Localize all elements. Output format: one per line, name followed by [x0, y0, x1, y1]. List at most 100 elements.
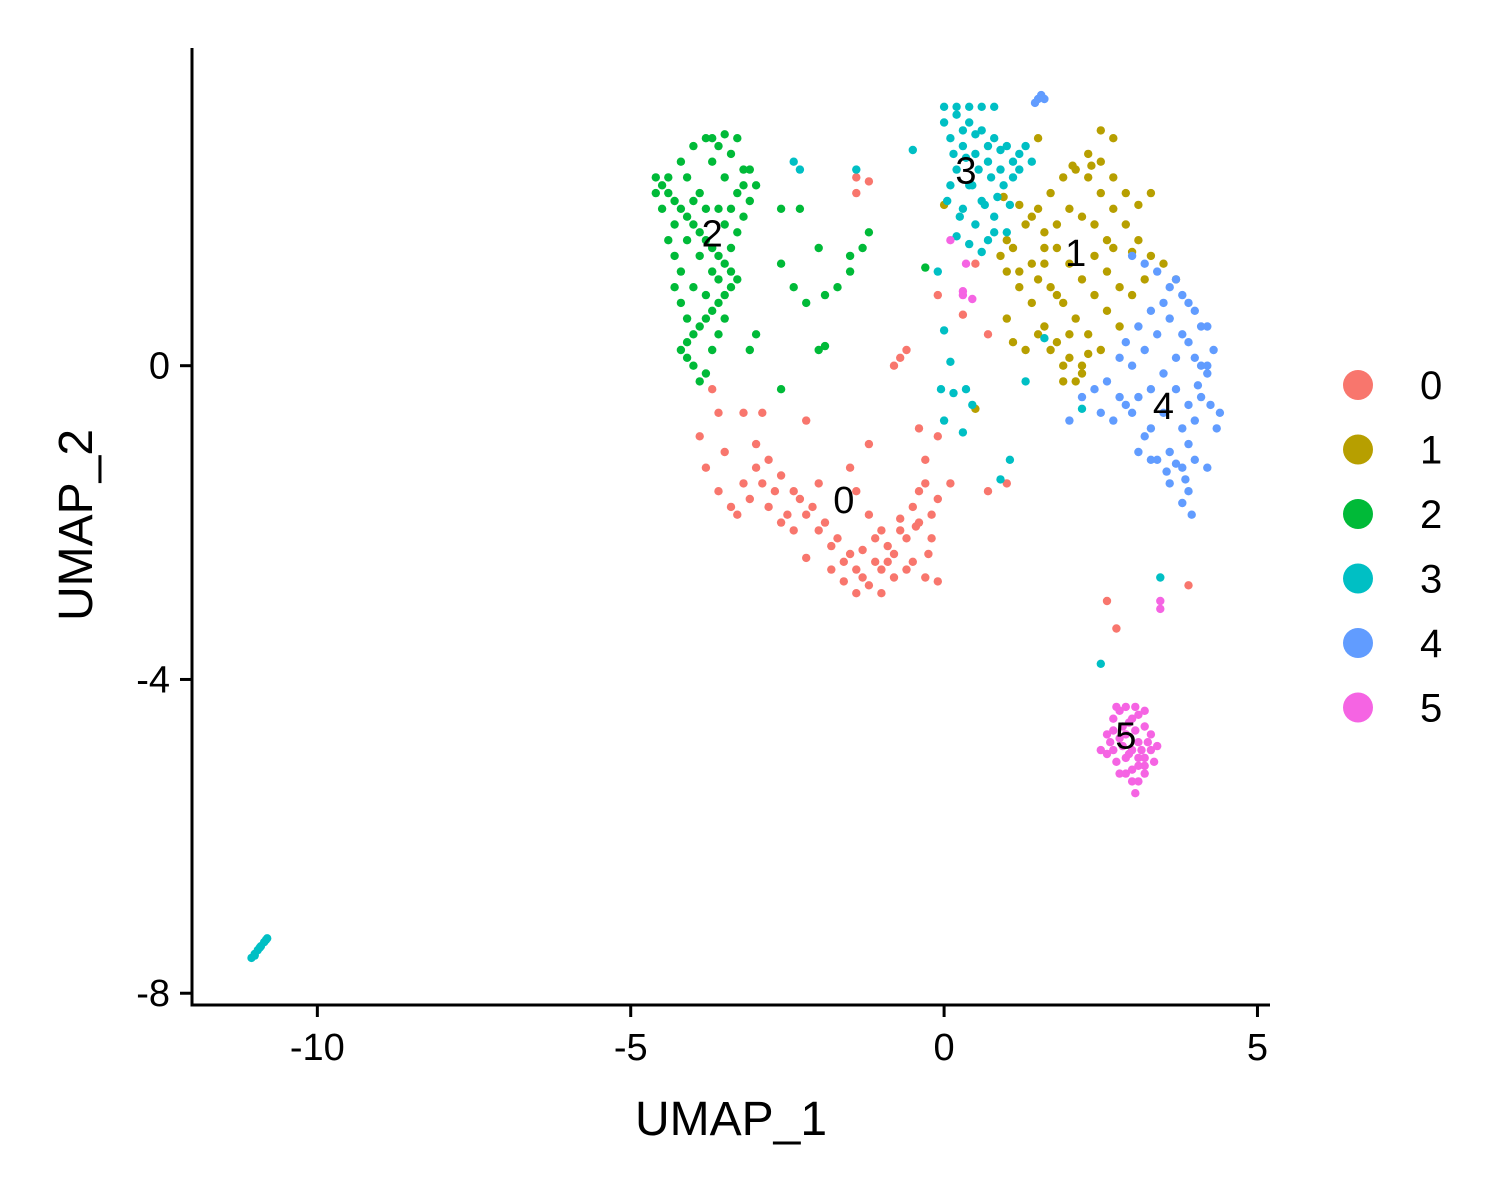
point-cluster-3-6-7: [255, 943, 264, 952]
point-cluster-0-0-51: [908, 557, 917, 566]
point-cluster-4-4-23: [1077, 392, 1087, 402]
point-cluster-1-1-46: [1052, 290, 1062, 300]
point-cluster-1-1-26: [1146, 251, 1156, 261]
legend-key-0: [1343, 370, 1373, 400]
point-cluster-4-4-33: [1165, 314, 1174, 323]
point-cluster-4-4-47: [1134, 447, 1143, 457]
point-cluster-2-2-0: [651, 173, 660, 182]
point-cluster-0-0-45: [852, 589, 861, 598]
point-cluster-5-5-10: [1115, 769, 1124, 778]
point-cluster-5-5-7: [1146, 745, 1156, 755]
point-cluster-0-0-56: [751, 439, 761, 449]
point-cluster-1-1-43: [1077, 369, 1087, 378]
point-cluster-4-4-40: [1134, 322, 1143, 331]
point-cluster-5-5-3: [1134, 738, 1143, 747]
point-cluster-1-1-39: [1059, 298, 1068, 308]
point-cluster-2-2-62: [682, 173, 692, 182]
point-cluster-1-1-3: [1065, 259, 1074, 268]
point-cluster-3-3-34: [996, 145, 1005, 155]
point-cluster-3-3-51: [939, 326, 949, 335]
point-cluster-1-1-25: [1134, 236, 1143, 245]
point-cluster-4-4-42: [1178, 330, 1187, 339]
point-cluster-5-5-30: [1121, 702, 1131, 712]
point-cluster-3-3-69: [1005, 200, 1015, 210]
legend: 0 1 2 3 4 5: [1343, 364, 1442, 731]
point-cluster-2-2-55: [695, 251, 704, 261]
point-cluster-4-4-4: [1178, 290, 1187, 300]
point-cluster-4-4-45: [1159, 408, 1168, 417]
point-cluster-4-4-59: [1171, 459, 1181, 468]
point-cluster-1-1-68: [1071, 377, 1080, 386]
point-cluster-1-1-0: [1027, 212, 1037, 221]
point-cluster-1-1-66: [1046, 345, 1055, 355]
point-cluster-3-3-13: [1008, 173, 1018, 182]
point-cluster-1-1-33: [1052, 220, 1062, 229]
point-cluster-1-1-9: [1077, 361, 1087, 370]
point-cluster-3-3-45: [955, 212, 964, 221]
point-cluster-0-0-61: [864, 510, 874, 519]
point-cluster-4-4-65: [1030, 98, 1040, 108]
point-cluster-5-5-8: [1134, 761, 1143, 770]
point-cluster-0-0-1: [714, 408, 723, 417]
point-cluster-5-5-49: [1096, 745, 1106, 755]
point-cluster-3-3-64: [1156, 573, 1165, 582]
point-cluster-2-2-33: [664, 236, 673, 245]
point-cluster-1-1-49: [1115, 283, 1124, 292]
point-cluster-5-5-20: [1127, 765, 1137, 774]
point-cluster-2-2-11: [720, 259, 729, 268]
point-cluster-4-4-69: [1196, 361, 1206, 370]
point-cluster-4-4-46: [1146, 424, 1156, 433]
point-cluster-5-5-9: [1127, 777, 1137, 786]
point-cluster-1-1-64: [1002, 314, 1011, 323]
point-cluster-0-0-74: [896, 353, 905, 362]
point-cluster-4-4-1: [1140, 259, 1149, 268]
point-cluster-0-0-42: [864, 439, 874, 449]
point-cluster-2-2-15: [720, 290, 729, 300]
point-cluster-2-2-67: [739, 181, 748, 190]
point-cluster-5-5-24: [1131, 789, 1140, 798]
point-cluster-0-0-65: [871, 534, 880, 543]
point-cluster-1-1-65: [1033, 330, 1043, 339]
point-cluster-1-1-41: [1084, 330, 1093, 339]
point-cluster-3-3-14: [952, 165, 961, 174]
point-cluster-1-1-58: [1134, 200, 1143, 210]
point-cluster-2-2-57: [720, 220, 729, 229]
point-cluster-1-1-7: [1115, 322, 1124, 331]
point-cluster-1-1-16: [1021, 220, 1030, 229]
point-cluster-4-4-24: [1096, 408, 1106, 417]
point-cluster-2-2-13: [733, 275, 742, 284]
point-cluster-1-1-8: [1065, 353, 1074, 362]
point-cluster-1-1-48: [1102, 267, 1112, 276]
point-cluster-1-1-40: [1071, 314, 1080, 323]
point-cluster-3-3-4: [990, 134, 999, 143]
point-cluster-0-0-50: [933, 577, 942, 586]
point-cluster-4-4-21: [1102, 377, 1112, 386]
point-cluster-4-4-64: [1040, 94, 1049, 104]
point-cluster-4-4-20: [1115, 392, 1124, 402]
cluster-label-4: 4: [1153, 386, 1174, 428]
point-cluster-1-1-12: [1027, 298, 1037, 308]
point-cluster-4-4-49: [1178, 424, 1187, 433]
point-cluster-5-5-44: [968, 294, 977, 304]
point-cluster-5-5-26: [1106, 738, 1115, 747]
point-cluster-2-2-38: [714, 275, 723, 284]
point-cluster-2-2-9: [708, 243, 717, 253]
point-cluster-0-0-53: [927, 534, 936, 543]
point-cluster-3-3-0: [939, 102, 949, 112]
point-cluster-2-2-85: [814, 345, 823, 355]
point-cluster-2-2-43: [751, 181, 761, 190]
legend-key-2: [1343, 499, 1373, 529]
point-cluster-0-0-78: [933, 432, 942, 441]
point-cluster-0-0-52: [914, 487, 924, 496]
point-cluster-0-0-43: [877, 589, 886, 598]
point-cluster-3-3-48: [795, 165, 805, 174]
point-cluster-2-2-52: [657, 204, 667, 213]
point-cluster-2-2-2: [664, 188, 673, 198]
point-cluster-2-2-42: [745, 196, 754, 206]
point-cluster-2-2-63: [714, 204, 723, 213]
point-cluster-2-2-64: [701, 204, 711, 213]
point-cluster-1-1-21: [1084, 173, 1093, 182]
point-cluster-2-2-86: [776, 385, 786, 394]
point-cluster-0-0-5: [714, 487, 723, 496]
point-cluster-2-2-39: [726, 243, 736, 253]
